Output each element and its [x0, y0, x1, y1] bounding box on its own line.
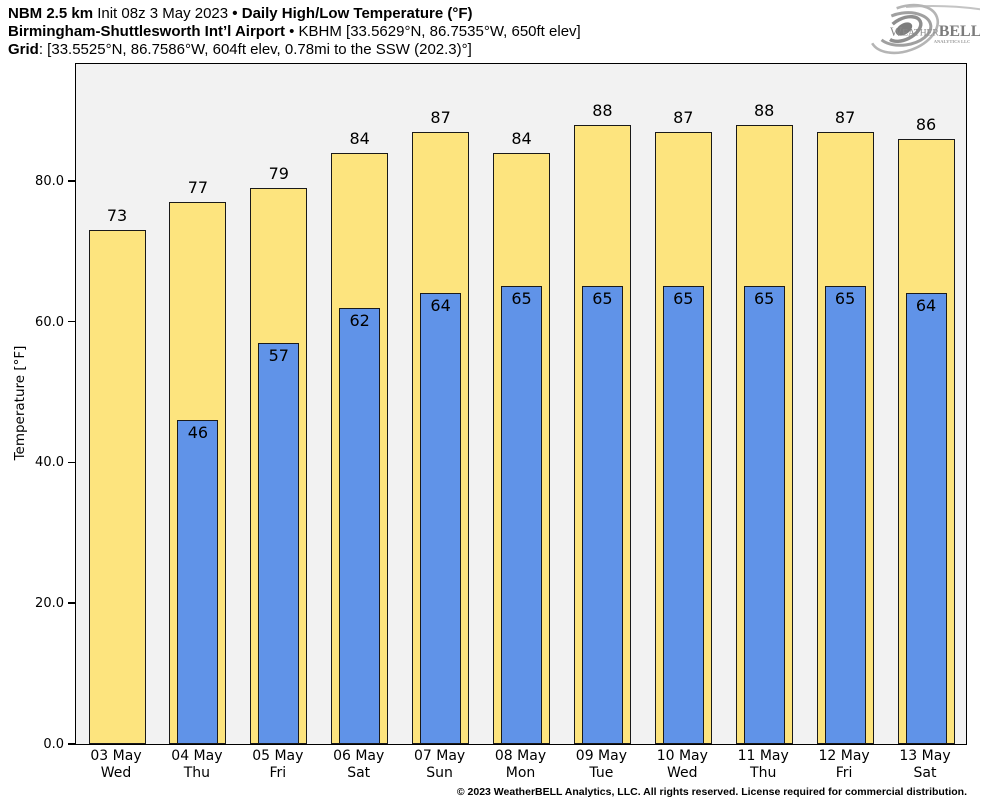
low-value-label: 65 [834, 289, 856, 309]
plot-area: 73 77 46 79 57 84 62 87 64 84 65 88 65 87 65 88 65 87 65 86… [35, 63, 967, 752]
weekday-label: Tue [589, 764, 614, 781]
copyright-notice: © 2023 WeatherBELL Analytics, LLC. All r… [456, 786, 967, 798]
high-value-label: 84 [349, 128, 370, 148]
y-tick-label: 0.0 [43, 737, 64, 752]
header-line-1: NBM 2.5 km Init 08z 3 May 2023 • Daily H… [8, 5, 581, 23]
x-tick-label: 08 May Mon [476, 748, 566, 781]
high-bar [88, 230, 146, 744]
high-value-label: 88 [592, 100, 613, 120]
low-value-label: 62 [349, 310, 370, 330]
x-tick-label: 10 May Wed [637, 748, 727, 781]
x-tick-label: 04 May Thu [152, 748, 242, 781]
date-label: 11 May [737, 748, 789, 764]
low-value-label: 65 [754, 289, 775, 309]
weekday-label: Mon [505, 764, 536, 781]
weekday-label: Fri [835, 764, 853, 781]
date-label: 07 May [413, 748, 466, 764]
y-tick-mark [68, 180, 75, 182]
weekday-label: Wed [667, 764, 698, 781]
low-value-label: 65 [592, 289, 613, 309]
logo-subtext: ANALYTICS LLC [934, 39, 970, 44]
logo-text-weather: W [890, 24, 903, 39]
date-label: 04 May [171, 748, 223, 764]
weatherbell-logo: WEATHERBELL ANALYTICS LLC [868, 3, 980, 55]
date-label: 10 May [656, 748, 708, 764]
station-coordinates: KBHM [33.5629°N, 86.7535°W, 650ft elev] [298, 23, 581, 40]
low-bar: 46 [177, 420, 219, 744]
high-value-label: 79 [268, 163, 289, 183]
hurricane-swirl-icon [868, 3, 980, 55]
station-name: Birmingham-Shuttlesworth Int’l Airport [8, 23, 285, 40]
y-tick-label: 80.0 [35, 173, 64, 189]
x-tick-label: 12 May Fri [799, 748, 889, 781]
low-bar: 65 [824, 286, 866, 744]
header-line-3: Grid: [33.5525°N, 86.7586°W, 604ft elev,… [8, 41, 581, 59]
svg-text:WEATHERBELL: WEATHERBELL [890, 23, 980, 40]
x-tick-label: 09 May Tue [556, 748, 646, 781]
low-bar: 64 [420, 293, 462, 744]
high-value-label: 73 [106, 206, 128, 226]
high-value-label: 86 [915, 114, 937, 134]
bullet-separator: • [289, 23, 295, 40]
y-tick-mark [68, 461, 75, 464]
weekday-label: Sat [913, 764, 937, 781]
init-time: Init 08z 3 May 2023 [97, 5, 229, 22]
y-tick-mark [68, 602, 75, 604]
low-bar: 62 [339, 307, 381, 744]
chart-title: Daily High/Low Temperature (°F) [241, 5, 473, 22]
low-value-label: 64 [915, 296, 937, 316]
low-value-label: 65 [673, 289, 694, 309]
grid-label: Grid [8, 41, 39, 58]
low-value-label: 64 [430, 296, 451, 316]
y-tick-label: 40.0 [35, 455, 64, 471]
low-bar: 57 [258, 342, 300, 744]
x-tick-label: 11 May Thu [718, 748, 808, 781]
low-value-label: 46 [187, 423, 209, 443]
weekday-label: Sat [347, 764, 371, 781]
x-tick-label: 07 May Sun [395, 748, 485, 781]
grid-coordinates: : [33.5525°N, 86.7586°W, 604ft elev, 0.7… [38, 41, 472, 58]
low-value-label: 65 [511, 289, 532, 309]
date-label: 06 May [333, 748, 385, 764]
weekday-label: Fri [269, 764, 287, 781]
date-label: 03 May [90, 748, 142, 764]
y-tick-label: 20.0 [35, 596, 64, 612]
low-bar: 64 [905, 293, 947, 744]
chart-header: NBM 2.5 km Init 08z 3 May 2023 • Daily H… [8, 5, 581, 59]
high-value-label: 77 [187, 177, 209, 197]
date-label: 05 May [252, 748, 304, 764]
high-value-label: 88 [754, 100, 775, 120]
x-tick-label: 13 May Sat [880, 748, 970, 781]
logo-text-bell: BELL [939, 23, 980, 40]
x-tick-label: 03 May Wed [71, 748, 161, 781]
weekday-label: Wed [100, 764, 132, 781]
weekday-label: Sun [426, 764, 453, 781]
high-value-label: 87 [834, 107, 856, 127]
header-line-2: Birmingham-Shuttlesworth Int’l Airport •… [8, 23, 581, 41]
low-value-label: 57 [268, 345, 289, 365]
y-tick-mark [68, 743, 75, 745]
low-bar: 65 [501, 286, 542, 744]
y-tick-label: 60.0 [35, 314, 64, 330]
weekday-label: Thu [183, 764, 211, 781]
x-tick-label: 06 May Sat [314, 748, 404, 781]
high-value-label: 87 [430, 107, 451, 127]
bullet-separator: • [232, 5, 238, 22]
weekday-label: Thu [750, 764, 777, 781]
date-label: 08 May [494, 748, 547, 764]
y-axis-title: Temperature [°F] [12, 345, 28, 461]
model-name: NBM 2.5 km [8, 5, 94, 22]
date-label: 09 May [575, 748, 627, 764]
y-tick-mark [68, 320, 75, 323]
low-bar: 65 [743, 286, 785, 744]
high-value-label: 84 [511, 128, 532, 148]
high-value-label: 87 [673, 107, 694, 127]
date-label: 12 May [818, 748, 870, 764]
date-label: 13 May [899, 748, 951, 764]
x-tick-label: 05 May Fri [233, 748, 323, 781]
low-bar: 65 [662, 286, 704, 744]
low-bar: 65 [581, 286, 623, 744]
